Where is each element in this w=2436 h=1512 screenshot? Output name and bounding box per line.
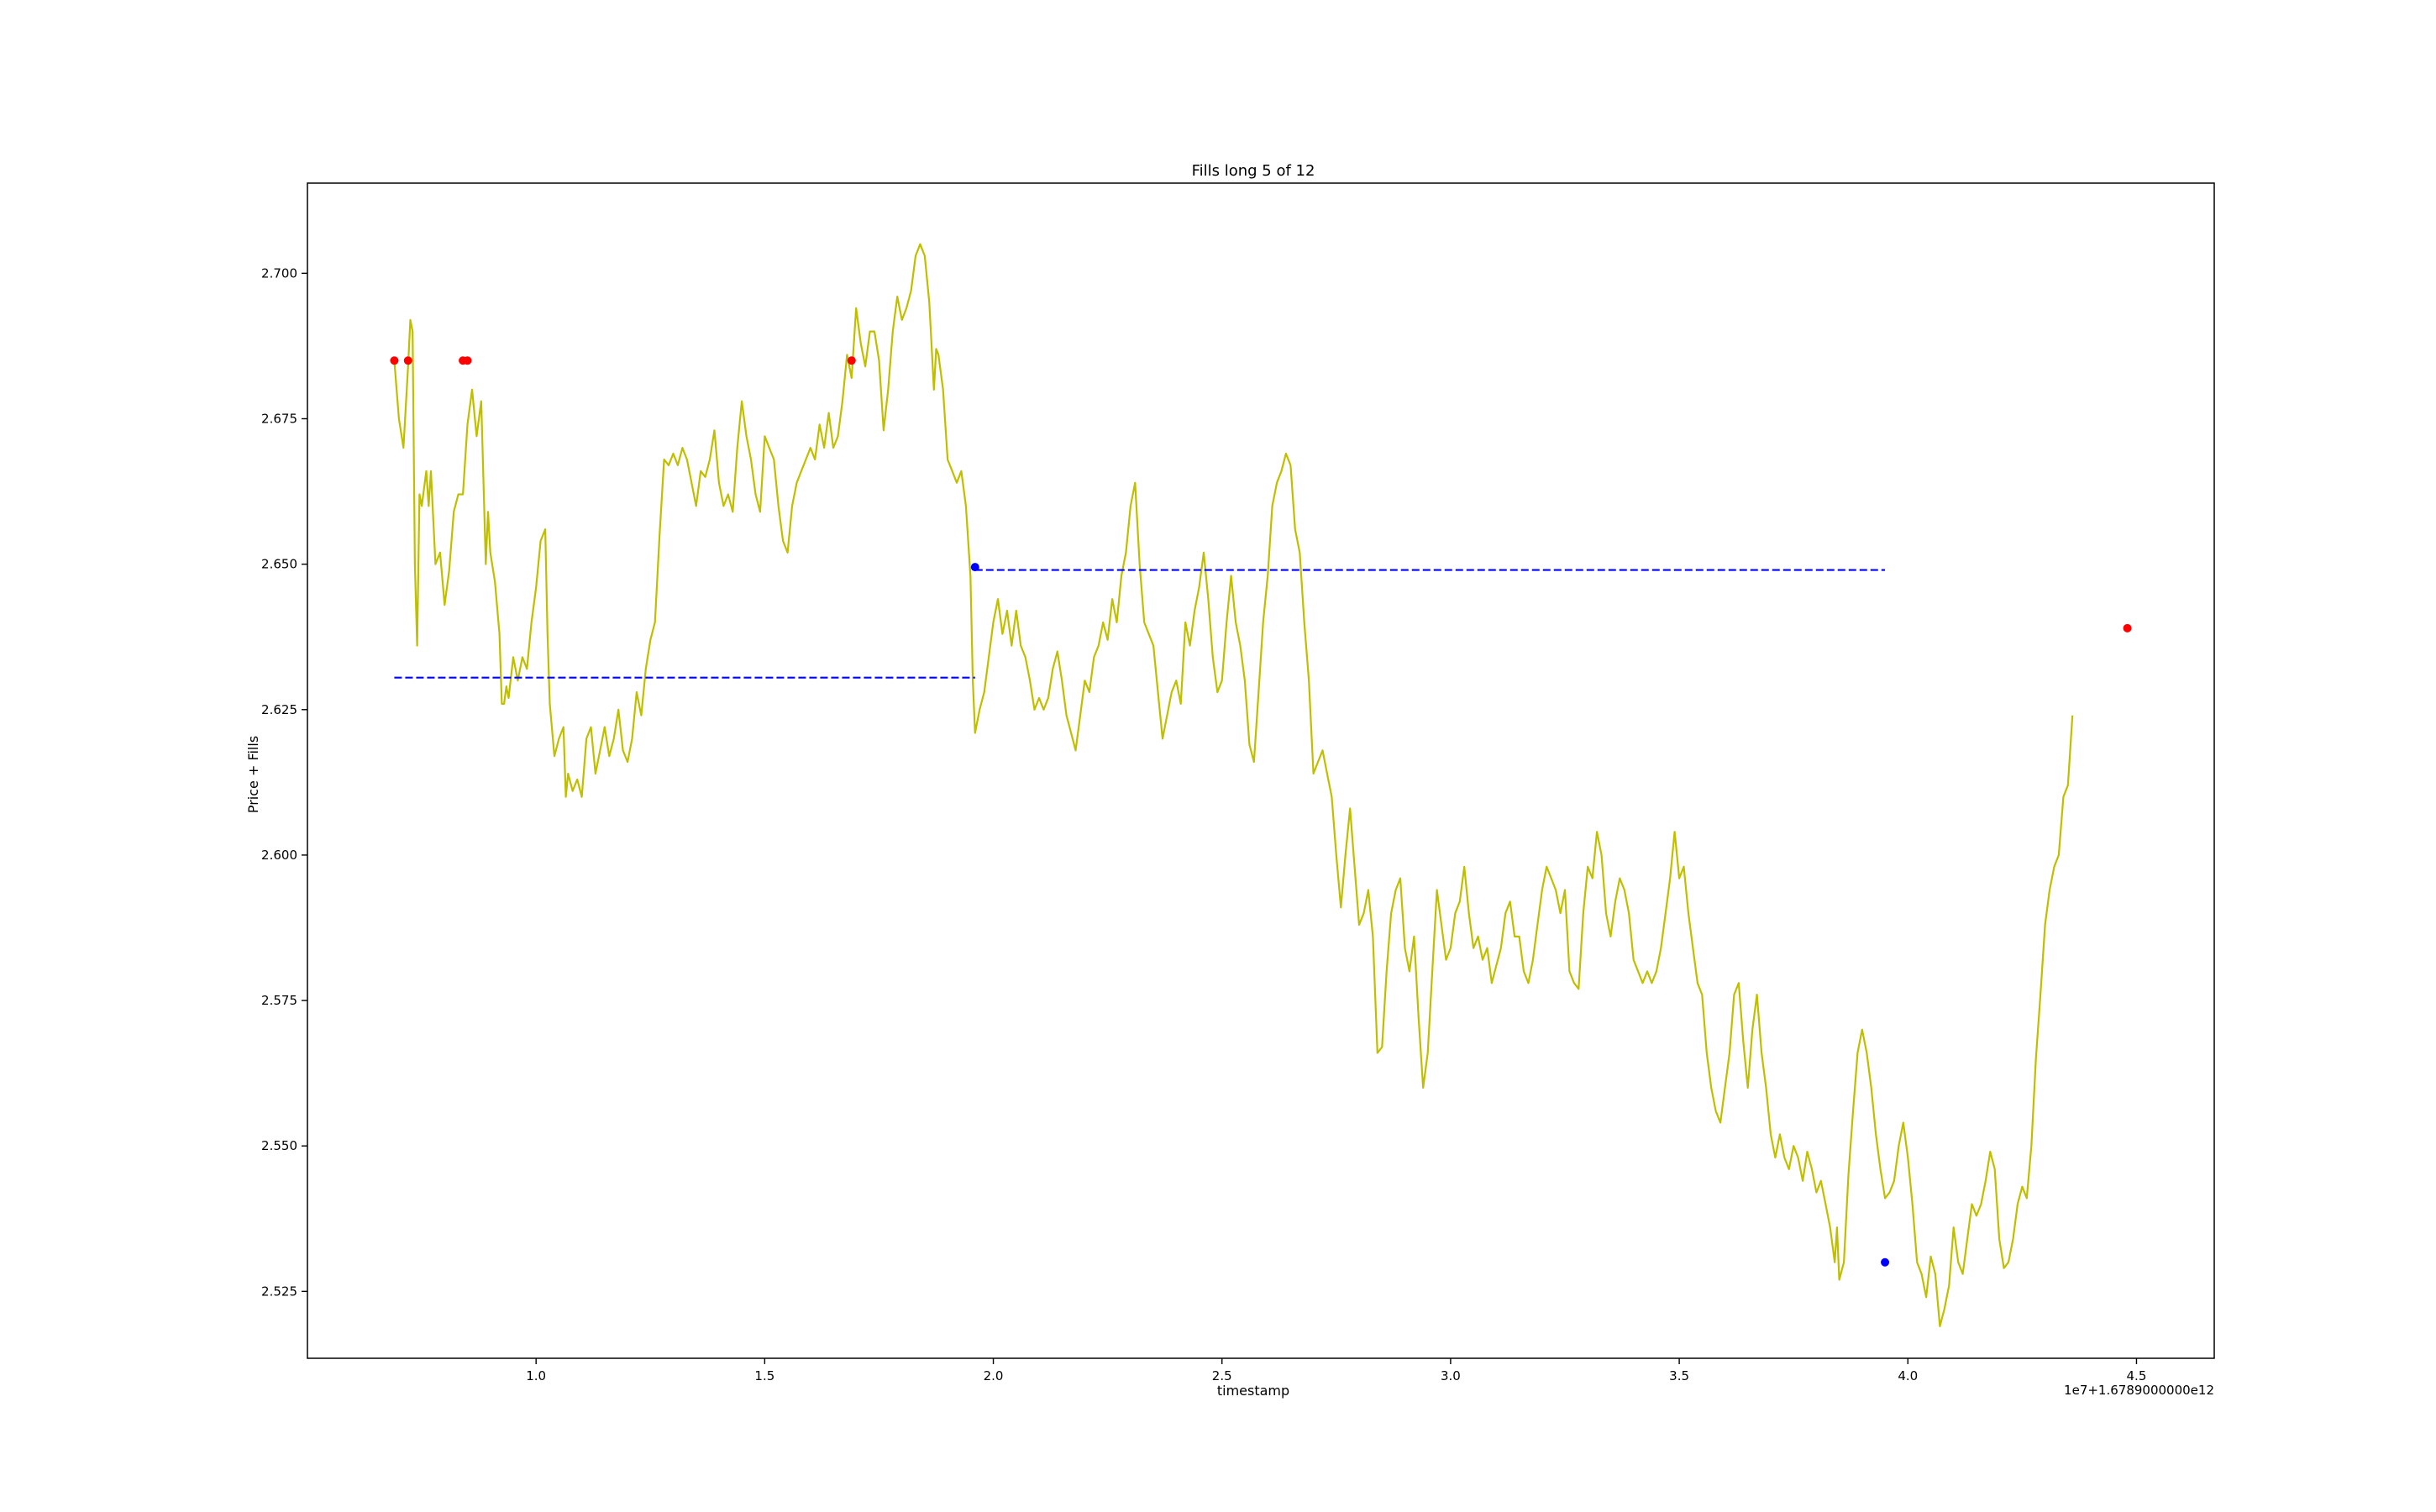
plot-area xyxy=(390,243,2132,1327)
sell-fill-8 xyxy=(2123,623,2132,633)
x-tick-label-2: 1.5 xyxy=(754,1368,774,1383)
sell-fill-4 xyxy=(463,356,472,365)
price-line xyxy=(393,243,2074,1327)
x-axis-label: timestamp xyxy=(1217,1383,1289,1399)
chart-title: Fills long 5 of 12 xyxy=(1192,162,1315,180)
sell-fill-1 xyxy=(390,356,399,365)
y-tick-label-2: 2.550 xyxy=(261,1138,297,1153)
x-tick-label-3: 2.0 xyxy=(984,1368,1004,1383)
y-tick-label-1: 2.525 xyxy=(261,1284,297,1299)
axes: 1.0 1.5 2.0 2.5 3.0 3.5 4.0 4.5 2.525 2.550 2.575 2… xyxy=(261,182,2215,1383)
y-tick-label-5: 2.625 xyxy=(261,702,297,717)
y-tick-label-7: 2.675 xyxy=(261,411,297,426)
x-axis-offset-label: 1e7+1.6789000000e12 xyxy=(2064,1383,2214,1398)
buy-fill-6 xyxy=(970,563,979,572)
plot-frame xyxy=(307,182,2215,1359)
x-tick-label-4: 2.5 xyxy=(1212,1368,1232,1383)
y-axis-label: Price + Fills xyxy=(245,736,261,813)
x-tick-label-7: 4.0 xyxy=(1898,1368,1918,1383)
y-tick-label-6: 2.650 xyxy=(261,557,297,572)
x-tick-label-1: 1.0 xyxy=(526,1368,546,1383)
x-tick-label-5: 3.0 xyxy=(1441,1368,1461,1383)
x-tick-label-6: 3.5 xyxy=(1669,1368,1689,1383)
y-tick-label-8: 2.700 xyxy=(261,265,297,281)
y-tick-label-3: 2.575 xyxy=(261,993,297,1008)
x-tick-label-8: 4.5 xyxy=(2127,1368,2147,1383)
y-tick-label-4: 2.600 xyxy=(261,848,297,863)
sell-fill-2 xyxy=(403,356,412,365)
buy-fill-7 xyxy=(1881,1257,1890,1267)
sell-fill-5 xyxy=(847,356,856,365)
